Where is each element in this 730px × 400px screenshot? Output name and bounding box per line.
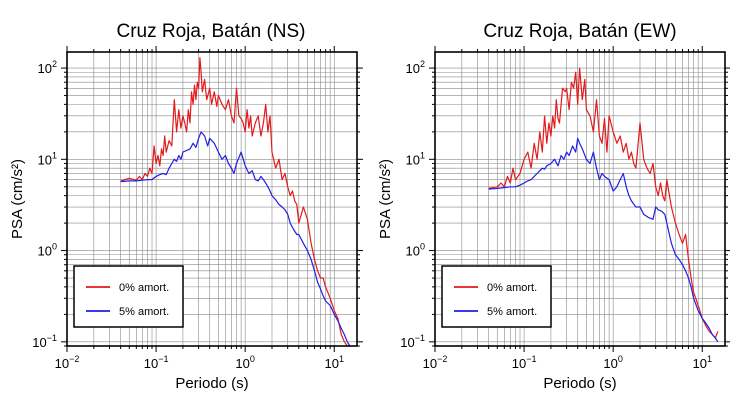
x-tick-label: 10−1 [512, 354, 537, 371]
series-line-damped [488, 137, 719, 343]
legend-label: 5% amort. [487, 306, 537, 318]
series-line-damped [120, 131, 351, 346]
tick-exponent: 1 [52, 150, 57, 160]
y-tick-label: 10−1 [32, 333, 57, 350]
tick-base: 10 [38, 244, 52, 259]
tick-base: 10 [603, 356, 617, 371]
legend-box [441, 265, 552, 328]
tick-exponent: −1 [415, 333, 425, 343]
x-tick-label: 10−2 [55, 354, 80, 371]
tick-exponent: 0 [618, 354, 623, 364]
x-tick-label: 100 [603, 354, 622, 371]
x-tick-label: 101 [693, 354, 712, 371]
tick-base: 10 [406, 244, 420, 259]
y-tick-label: 100 [38, 242, 57, 259]
legend: 0% amort. 5% amort. [441, 265, 552, 328]
x-tick-label: 100 [235, 354, 254, 371]
tick-base: 10 [693, 356, 707, 371]
legend-label: 0% amort. [487, 282, 537, 294]
y-tick-label: 101 [406, 150, 425, 167]
tick-base: 10 [32, 335, 46, 350]
x-axis-label: Periodo (s) [543, 375, 616, 392]
legend-label: 5% amort. [119, 306, 169, 318]
tick-base: 10 [55, 356, 69, 371]
tick-exponent: −2 [69, 354, 79, 364]
tick-base: 10 [406, 61, 420, 76]
tick-exponent: 2 [52, 59, 57, 69]
x-tick-label: 101 [325, 354, 344, 371]
tick-base: 10 [144, 356, 158, 371]
tick-exponent: −1 [526, 354, 536, 364]
tick-exponent: 1 [420, 150, 425, 160]
tick-exponent: −1 [47, 333, 57, 343]
y-axis-label: PSA (cm/s²) [9, 159, 26, 239]
chart-title: Cruz Roja, Batán (NS) [116, 21, 305, 42]
tick-base: 10 [38, 61, 52, 76]
plot-frame [66, 51, 358, 347]
legend-label: 0% amort. [119, 282, 169, 294]
series-group [120, 57, 351, 346]
y-axis-label: PSA (cm/s²) [377, 159, 394, 239]
tick-exponent: 0 [250, 354, 255, 364]
tick-exponent: −1 [158, 354, 168, 364]
tick-exponent: 1 [339, 354, 344, 364]
x-tick-label: 10−1 [144, 354, 169, 371]
plot-frame [434, 51, 726, 347]
tick-base: 10 [512, 356, 526, 371]
tick-base: 10 [235, 356, 249, 371]
y-tick-label: 102 [38, 59, 57, 76]
tick-exponent: 2 [420, 59, 425, 69]
legend-box [73, 265, 184, 328]
y-tick-label: 10−1 [400, 333, 425, 350]
tick-base: 10 [423, 356, 437, 371]
series-line-undamped [120, 57, 348, 346]
chart-title: Cruz Roja, Batán (EW) [483, 21, 676, 42]
tick-base: 10 [38, 152, 52, 167]
x-tick-label: 10−2 [423, 354, 448, 371]
tick-base: 10 [406, 152, 420, 167]
tick-exponent: 1 [707, 354, 712, 364]
tick-exponent: −2 [437, 354, 447, 364]
tick-base: 10 [400, 335, 414, 350]
tick-exponent: 0 [52, 242, 57, 252]
series-line-undamped [488, 67, 719, 339]
y-tick-label: 102 [406, 59, 425, 76]
tick-exponent: 0 [420, 242, 425, 252]
series-group [488, 67, 719, 343]
tick-base: 10 [325, 356, 339, 371]
legend: 0% amort. 5% amort. [73, 265, 184, 328]
y-tick-label: 100 [406, 242, 425, 259]
x-axis-label: Periodo (s) [175, 375, 248, 392]
y-tick-label: 101 [38, 150, 57, 167]
